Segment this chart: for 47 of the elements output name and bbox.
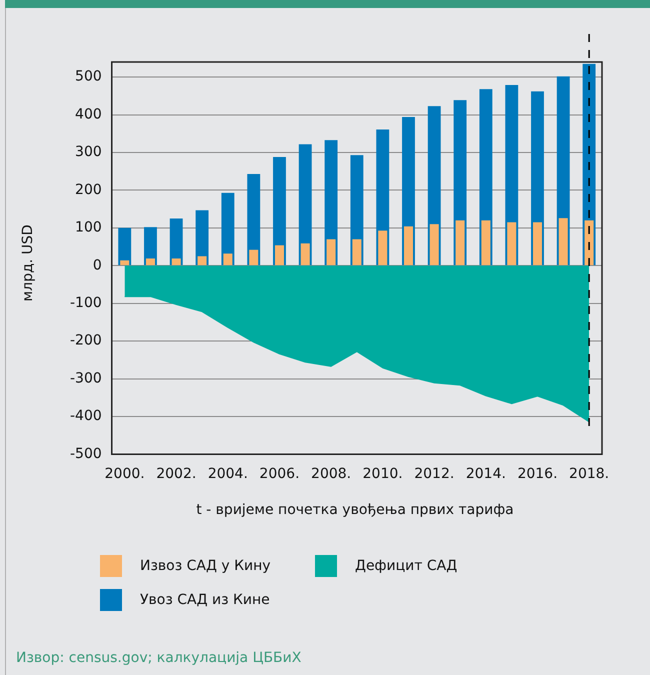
legend-label: Извоз САД у Кину <box>140 558 271 574</box>
bar <box>198 256 207 266</box>
bar <box>249 250 258 266</box>
bar <box>118 228 132 266</box>
y-tick-label: -200 <box>70 332 102 349</box>
legend-label: Дефицит САД <box>355 558 458 574</box>
y-tick-label: 500 <box>75 68 102 85</box>
x-tick-label: 2004. <box>208 466 248 482</box>
bar <box>146 258 155 266</box>
y-tick-label: -300 <box>70 370 102 386</box>
bar <box>326 239 336 266</box>
bar <box>532 222 542 266</box>
y-tick-label: -400 <box>70 408 102 424</box>
bar <box>300 243 310 266</box>
bar <box>223 254 232 266</box>
legend-label: Увоз САД из Кине <box>140 592 270 608</box>
y-tick-label: 400 <box>75 106 102 122</box>
x-tick-label: 2012. <box>414 466 454 482</box>
text: Извор: census.gov; калкулација ЦББиХ <box>16 650 302 666</box>
x-tick-label: 2018. <box>569 466 610 482</box>
bar <box>507 222 516 266</box>
bar <box>120 260 130 266</box>
y-tick-label: 100 <box>75 220 102 236</box>
x-tick-label: 2006. <box>259 466 300 482</box>
x-tick-label: 2000. <box>104 466 145 482</box>
bar <box>274 245 284 266</box>
y-tick-label: -500 <box>70 446 102 462</box>
bar <box>404 226 414 266</box>
bar <box>481 220 490 266</box>
bar <box>456 220 465 266</box>
bar <box>584 220 594 266</box>
x-tick-label: 2016. <box>517 466 558 482</box>
y-tick-label: 0 <box>92 257 102 274</box>
bar <box>352 239 362 266</box>
y-axis-title: млрд. USD <box>20 224 36 302</box>
y-tick-label: 200 <box>75 182 102 198</box>
bar <box>172 258 181 266</box>
bar <box>558 218 568 266</box>
x-tick-label: 2002. <box>156 466 196 482</box>
y-tick-label: 300 <box>75 144 102 160</box>
bar <box>430 224 439 266</box>
x-tick-label: 2008. <box>311 466 352 482</box>
bar <box>378 230 388 266</box>
x-tick-label: 2010. <box>362 466 403 482</box>
x-tick-label: 2014. <box>466 466 506 482</box>
y-tick-label: -100 <box>70 294 102 311</box>
x-axis-title: t - вријеме почетка увођења првих тарифа <box>195 502 515 518</box>
